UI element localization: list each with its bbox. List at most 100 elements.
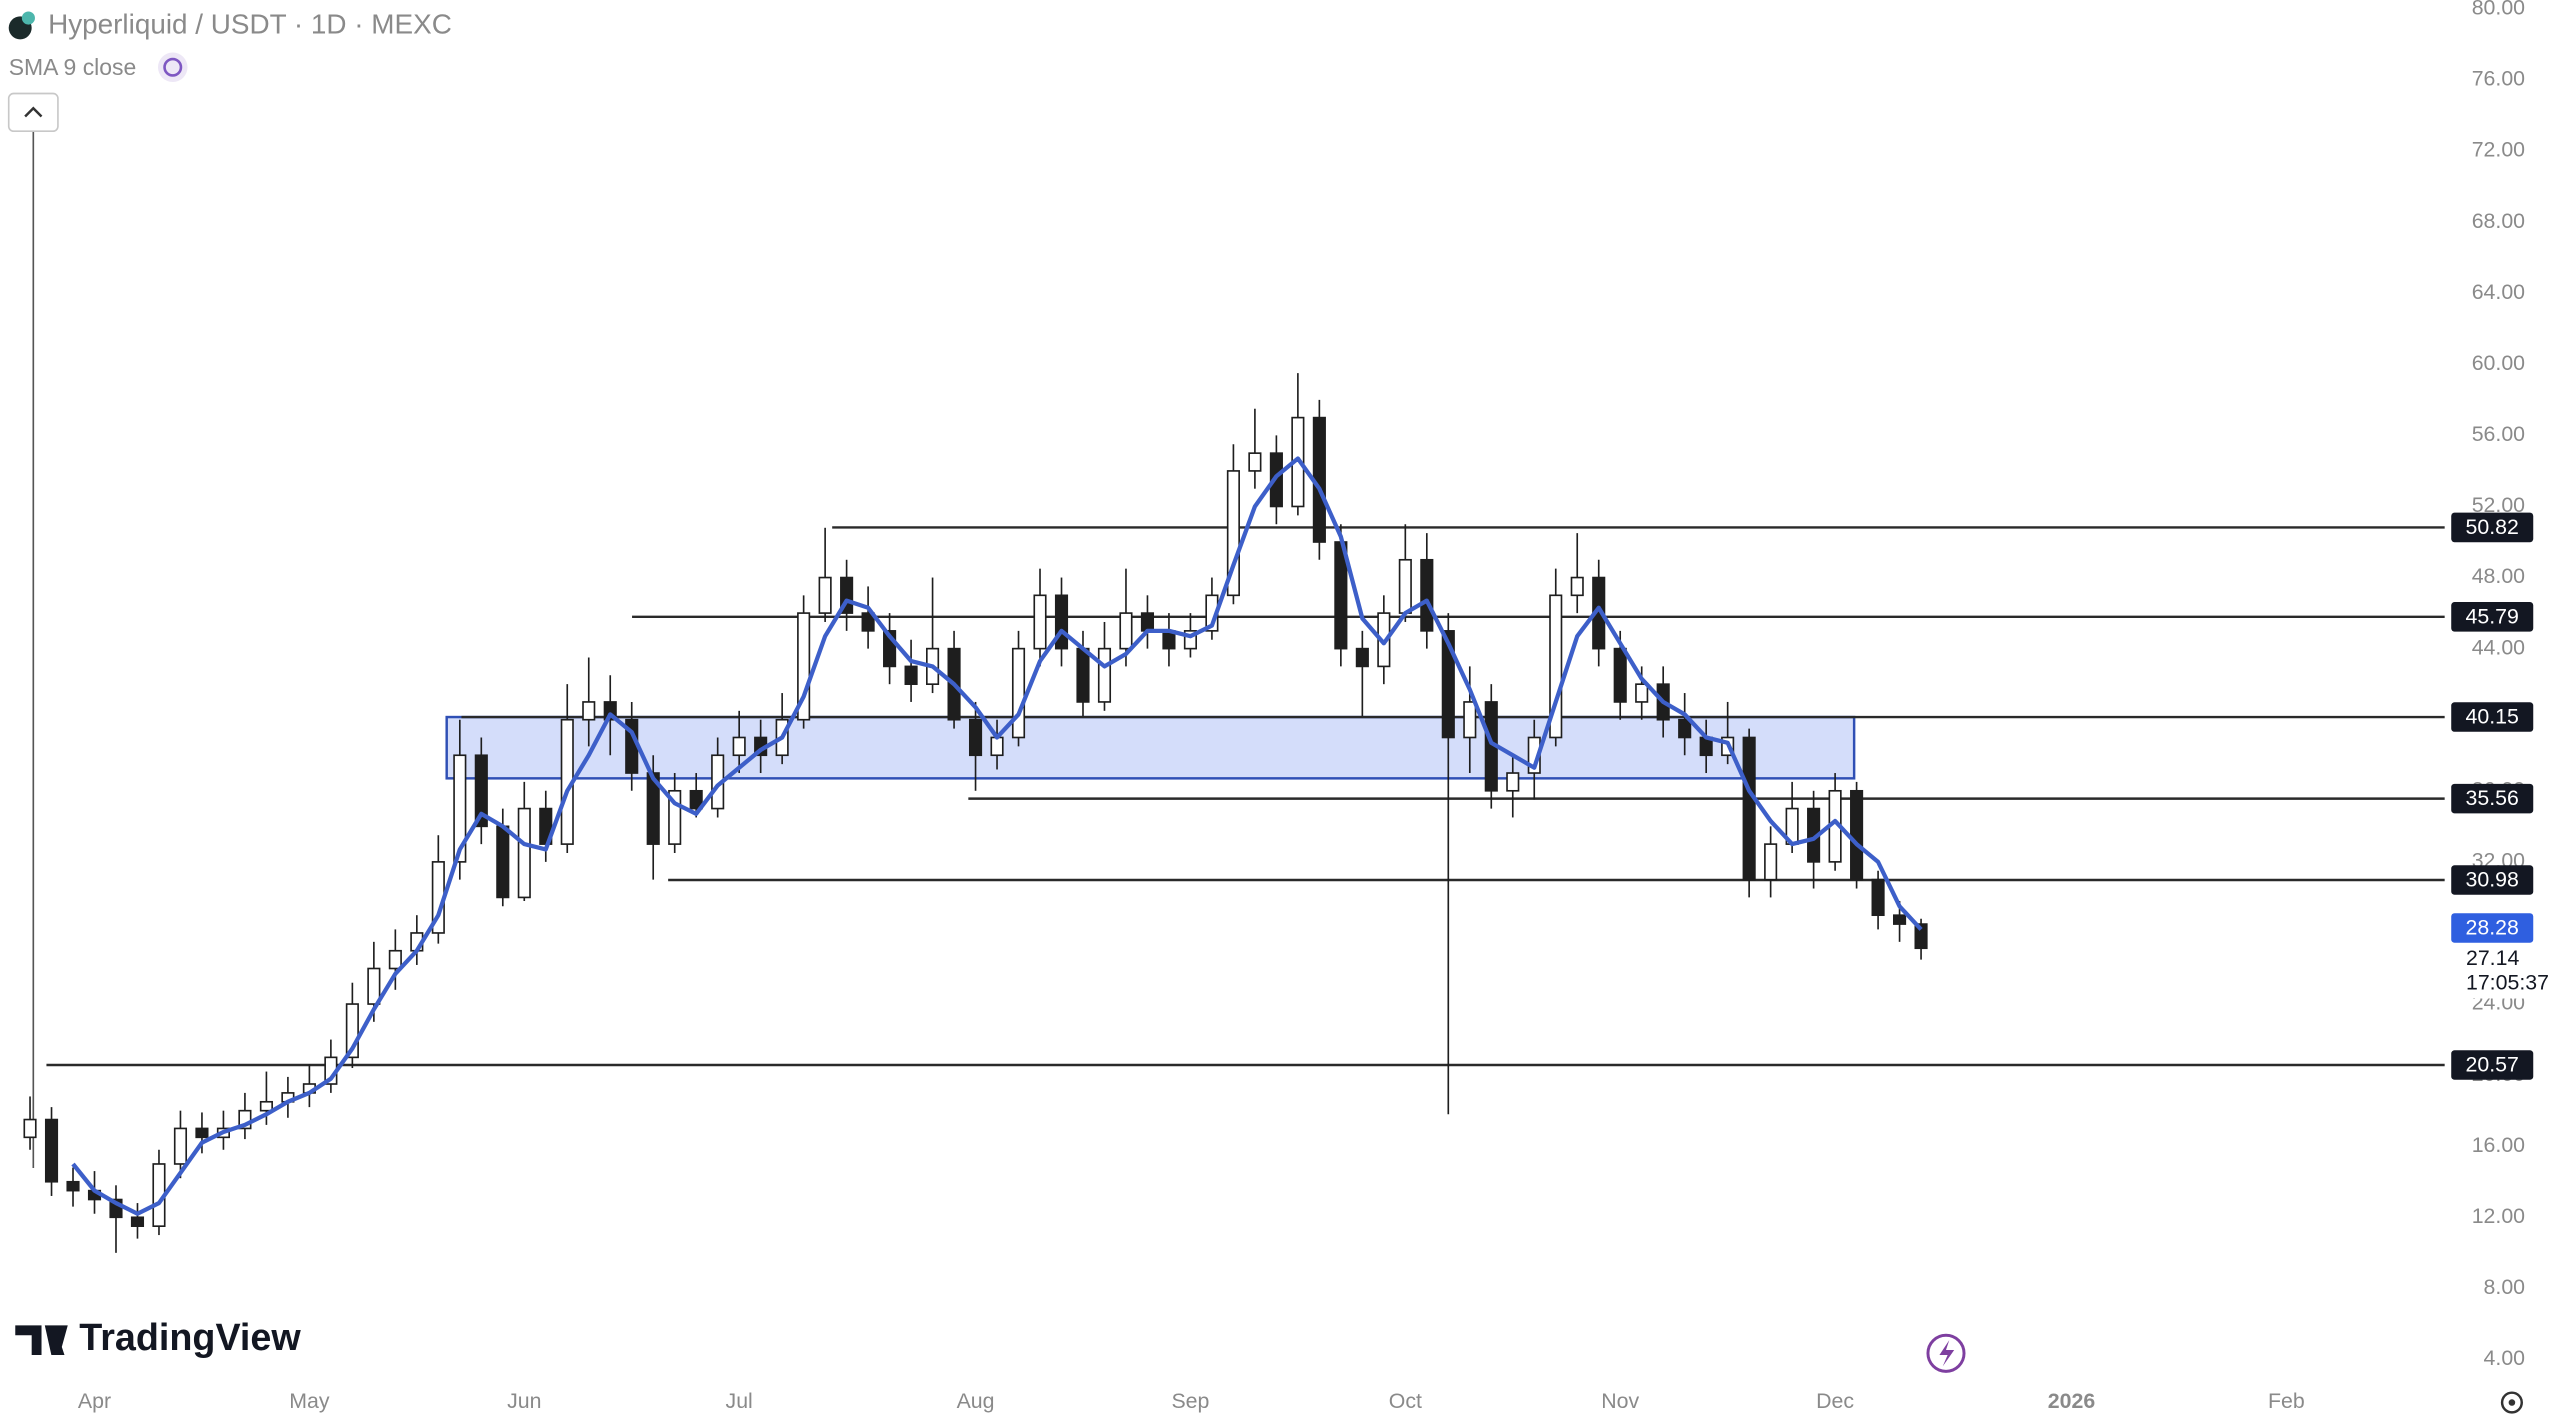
candle-body [1570, 576, 1584, 597]
candle-body [44, 1118, 59, 1183]
candle-body [582, 701, 596, 721]
sma-label: 28.28 [2466, 915, 2519, 939]
sma-tag [2451, 913, 2534, 943]
candle-body [818, 576, 832, 614]
candle-body [1914, 923, 1928, 950]
candle-body [797, 612, 811, 721]
candle-body [1463, 701, 1477, 739]
candle-body [130, 1216, 145, 1227]
level-tag [2451, 602, 2534, 632]
price-tag [2451, 944, 2560, 999]
candle-body [668, 789, 682, 845]
y-tick-label: 44.00 [2472, 635, 2525, 659]
y-tick-label: 56.00 [2472, 422, 2525, 446]
candle-body [1893, 914, 1907, 925]
candle-body [1033, 594, 1047, 650]
candle-body [367, 967, 381, 1005]
level-label: 20.57 [2466, 1052, 2519, 1076]
candle-body [1678, 718, 1692, 739]
candle-body [883, 630, 897, 668]
level-label: 35.56 [2466, 786, 2519, 810]
x-tick-label: Aug [957, 1389, 995, 1413]
x-tick-label: Apr [78, 1389, 111, 1413]
candle-body [732, 736, 746, 757]
candle-body [990, 736, 1004, 757]
level-label: 50.82 [2466, 515, 2519, 539]
y-tick-label: 16.00 [2472, 1133, 2525, 1157]
y-tick-label: 68.00 [2472, 209, 2525, 233]
x-tick-label: May [289, 1389, 330, 1413]
candle-body [345, 1003, 359, 1059]
y-tick-label: 4.00 [2484, 1346, 2526, 1370]
candle-body [904, 665, 918, 685]
level-tag [2451, 512, 2534, 543]
candle-body [1226, 470, 1240, 597]
y-tick-label: 76.00 [2472, 67, 2525, 91]
y-tick-label: 8.00 [2484, 1275, 2526, 1299]
candle-body [195, 1127, 209, 1139]
collapse-button[interactable] [7, 92, 59, 133]
candle-body [259, 1100, 273, 1112]
level-tag [2451, 1050, 2534, 1080]
candle-body [474, 754, 488, 828]
x-tick-label: Jul [726, 1389, 753, 1413]
candle-body [23, 1118, 37, 1139]
x-tick-label: Jun [507, 1389, 541, 1413]
x-tick-label: Feb [2268, 1389, 2305, 1413]
x-tick-label: Nov [1601, 1389, 1639, 1413]
x-tick-label: 2026 [2048, 1389, 2096, 1413]
candle-body [1441, 630, 1455, 739]
level-tag [2451, 702, 2534, 732]
indicator-icon-ring [163, 57, 183, 77]
candle-body [1183, 630, 1197, 650]
brand-logo [15, 1325, 68, 1355]
candle-body [1054, 594, 1069, 650]
y-tick-label: 48.00 [2472, 564, 2525, 588]
chart-title: Hyperliquid / USDT · 1D · MEXC [48, 9, 452, 40]
symbol-logo-dot [21, 11, 35, 25]
candle-body [689, 789, 703, 810]
candle-body [1764, 843, 1778, 881]
settings-dot [2508, 1399, 2516, 1406]
candle-body [1506, 772, 1520, 792]
candle-body [1850, 789, 1864, 881]
candle-body [1613, 647, 1627, 703]
candle-body [173, 1127, 188, 1165]
last-price: 27.14 [2466, 946, 2519, 970]
candle-body [1355, 647, 1369, 668]
level-label: 45.79 [2466, 604, 2519, 628]
candle-body [1871, 878, 1885, 917]
lightning-button[interactable] [1926, 1333, 1966, 1373]
candle-body [1248, 452, 1262, 472]
x-tick-label: Dec [1816, 1389, 1854, 1413]
candle-body [517, 807, 531, 899]
candle-body [840, 576, 854, 614]
candle-body [1140, 612, 1155, 632]
candle-body [1398, 558, 1412, 614]
candle-body [1742, 736, 1756, 881]
indicator-icon[interactable] [157, 52, 188, 83]
y-tick-label: 72.00 [2472, 138, 2525, 162]
candle-body [109, 1198, 123, 1219]
candle-body [1549, 594, 1563, 739]
candle-body [66, 1180, 80, 1192]
level-label: 40.15 [2466, 704, 2519, 728]
candle-body [646, 772, 660, 845]
candle-body [388, 949, 402, 970]
x-tick-label: Oct [1389, 1389, 1422, 1413]
candle-body [1011, 647, 1026, 739]
candle-body [1635, 683, 1649, 703]
indicator-name: SMA 9 close [9, 54, 137, 80]
countdown: 17:05:37 [2466, 970, 2549, 994]
y-tick-label: 12.00 [2472, 1204, 2525, 1228]
x-tick-label: Sep [1171, 1389, 1209, 1413]
candle-body [603, 701, 617, 721]
zone [445, 715, 1856, 780]
settings-button[interactable] [2500, 1391, 2523, 1414]
candle-body [238, 1109, 252, 1130]
candle-body [496, 825, 510, 899]
candle-body [968, 718, 983, 757]
